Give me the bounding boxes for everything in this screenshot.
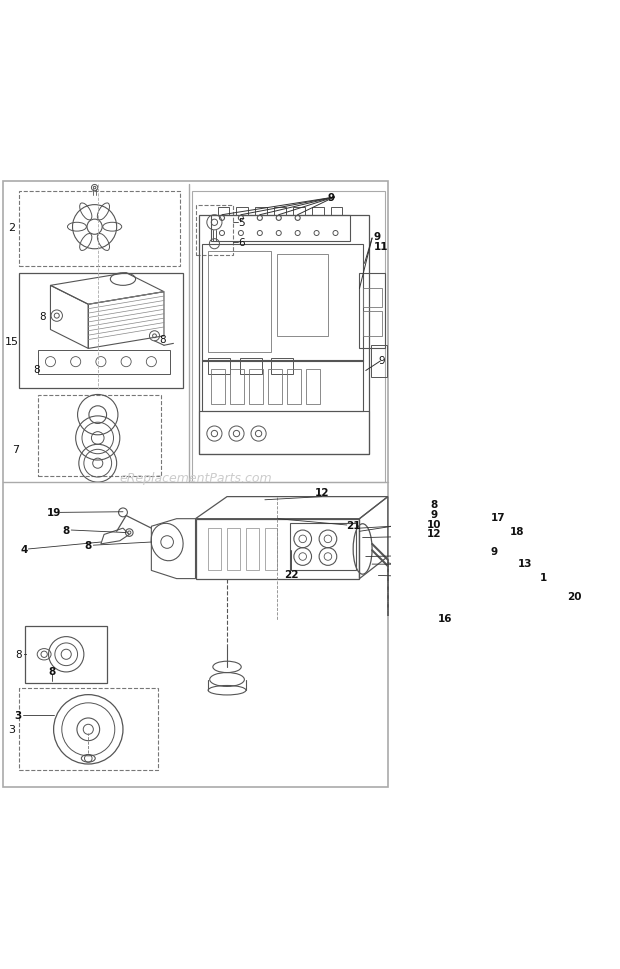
Text: 17: 17 bbox=[491, 513, 505, 523]
Bar bbox=[198, 412, 369, 454]
Bar bbox=[255, 208, 267, 215]
Text: 19: 19 bbox=[46, 508, 61, 517]
Bar bbox=[230, 370, 244, 404]
Text: 7: 7 bbox=[12, 445, 19, 454]
Text: 16: 16 bbox=[437, 613, 452, 624]
Text: 22: 22 bbox=[284, 570, 299, 579]
Text: 8: 8 bbox=[48, 667, 55, 676]
Bar bbox=[363, 289, 381, 308]
Text: 13: 13 bbox=[518, 558, 532, 568]
Text: 6: 6 bbox=[238, 238, 245, 248]
Bar bbox=[287, 370, 301, 404]
Bar bbox=[202, 245, 363, 361]
Bar bbox=[240, 359, 262, 374]
Bar bbox=[227, 528, 240, 571]
Text: 9: 9 bbox=[430, 509, 438, 519]
Bar bbox=[236, 208, 248, 215]
Text: 3: 3 bbox=[8, 725, 15, 735]
Bar bbox=[211, 215, 350, 242]
Bar bbox=[363, 311, 381, 336]
Text: 1: 1 bbox=[540, 573, 547, 582]
Text: 2: 2 bbox=[8, 223, 15, 233]
Text: eReplacementParts.com: eReplacementParts.com bbox=[119, 472, 272, 484]
Text: 3: 3 bbox=[14, 710, 21, 721]
Text: 21: 21 bbox=[346, 520, 360, 530]
Bar bbox=[290, 523, 356, 571]
Text: 8: 8 bbox=[40, 311, 46, 322]
Bar bbox=[19, 688, 157, 770]
Bar bbox=[371, 346, 387, 377]
Bar bbox=[38, 395, 161, 477]
Bar bbox=[25, 626, 107, 683]
Text: 20: 20 bbox=[567, 591, 581, 601]
Bar bbox=[195, 205, 233, 256]
Text: 11: 11 bbox=[373, 242, 388, 252]
Bar bbox=[265, 528, 278, 571]
Bar bbox=[246, 528, 259, 571]
Bar bbox=[211, 370, 225, 404]
Bar bbox=[218, 208, 229, 215]
Text: 8: 8 bbox=[430, 500, 438, 510]
Bar bbox=[274, 208, 286, 215]
Bar bbox=[278, 255, 328, 336]
Bar bbox=[293, 208, 304, 215]
Bar bbox=[306, 370, 320, 404]
Bar bbox=[249, 370, 263, 404]
Text: 8: 8 bbox=[85, 541, 92, 550]
Bar bbox=[271, 359, 293, 374]
Bar bbox=[268, 370, 282, 404]
Text: 4: 4 bbox=[20, 545, 28, 554]
Text: 10: 10 bbox=[427, 519, 441, 529]
Text: 9: 9 bbox=[373, 232, 381, 242]
Text: 8: 8 bbox=[33, 364, 40, 374]
Bar bbox=[198, 215, 369, 454]
Text: 9: 9 bbox=[327, 193, 335, 203]
Text: 8: 8 bbox=[16, 649, 22, 660]
Text: 12: 12 bbox=[314, 487, 329, 498]
Text: 12: 12 bbox=[427, 529, 441, 539]
Text: 8: 8 bbox=[159, 334, 166, 345]
Bar bbox=[312, 208, 324, 215]
Bar bbox=[19, 273, 183, 389]
Bar bbox=[192, 192, 384, 483]
Bar bbox=[19, 192, 180, 267]
Bar bbox=[208, 528, 221, 571]
Bar bbox=[208, 359, 230, 374]
Text: 9: 9 bbox=[491, 547, 498, 557]
Text: 18: 18 bbox=[510, 527, 525, 537]
Text: 5: 5 bbox=[238, 218, 245, 228]
Text: 8: 8 bbox=[63, 525, 70, 536]
Bar bbox=[208, 251, 271, 352]
Bar bbox=[360, 273, 384, 349]
Bar bbox=[202, 360, 363, 412]
Text: 9: 9 bbox=[378, 356, 385, 365]
Bar bbox=[331, 208, 342, 215]
Text: 15: 15 bbox=[4, 336, 19, 347]
